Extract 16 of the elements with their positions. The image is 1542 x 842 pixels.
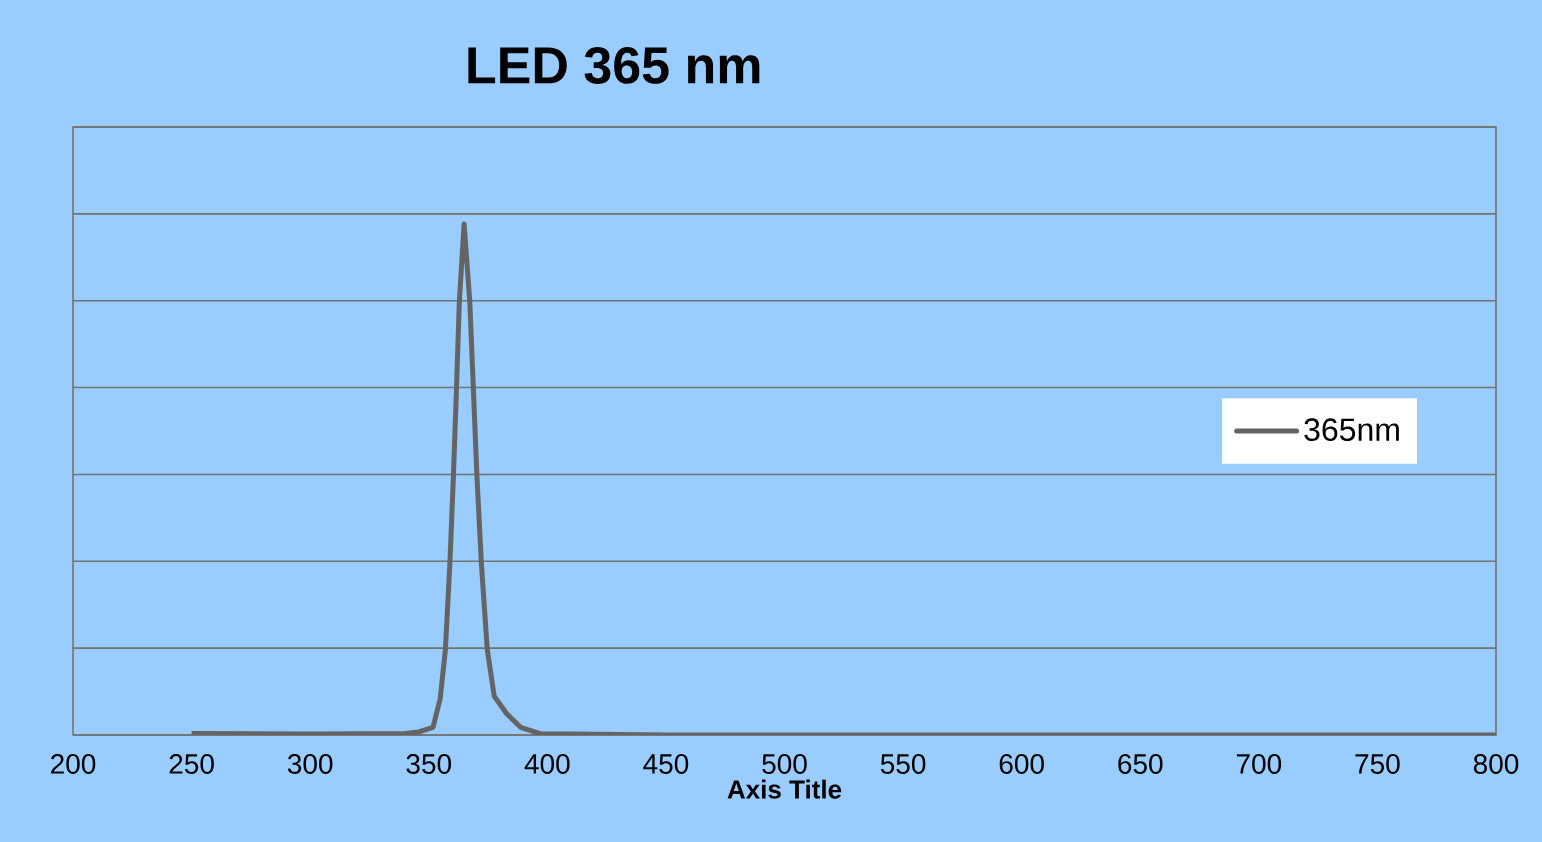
x-axis-title: Axis Title [727,779,842,799]
x-tick-label: 700 [1236,754,1282,774]
x-tick-label: 600 [999,754,1044,774]
x-tick-label: 400 [524,754,570,774]
legend-label: 365nm [1304,418,1399,441]
chart-title: LED 365 nm [468,47,760,84]
x-tick-label: 350 [406,754,452,774]
x-tick-label: 750 [1355,754,1400,774]
x-tick-label: 650 [1118,754,1163,774]
x-tick-label: 450 [643,754,689,774]
x-tick-label: 500 [762,754,807,774]
x-tick-label: 250 [169,754,214,774]
x-tick-label: 800 [1473,754,1519,774]
x-tick-label: 300 [287,754,333,774]
x-tick-label: 550 [880,754,926,774]
x-tick-label: 200 [51,754,96,774]
